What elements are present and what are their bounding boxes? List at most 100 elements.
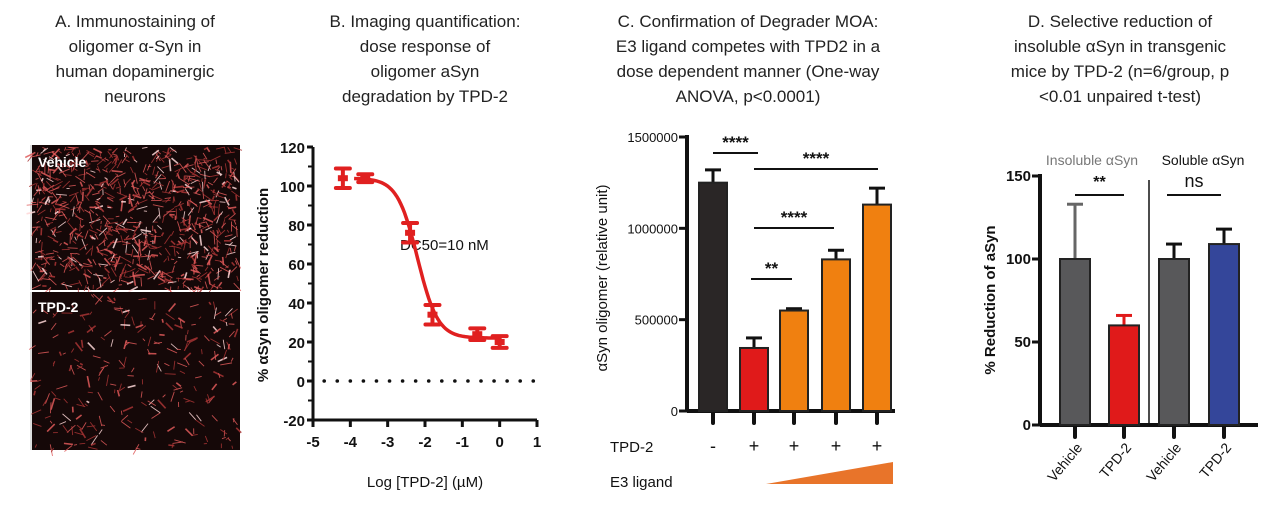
neurite-speck [89,422,98,432]
neurite-speck [52,180,63,188]
neurite-speck [118,276,122,279]
zero-reference-dot [335,379,340,383]
neurite-speck [104,219,109,227]
neurite-speck [207,273,211,285]
neurite-speck [233,175,240,183]
neurite-speck [217,356,228,363]
neurite-speck [166,348,178,354]
neurite-speck [213,246,220,253]
neurite-speck [231,208,236,215]
neurite-speck [138,267,149,274]
neurite-speck [76,231,83,238]
neurite-speck [70,348,75,353]
neurite-speck [162,214,165,223]
panel-d-title-line: <0.01 unpaired t-test) [1039,87,1201,106]
neurite-speck [123,179,126,185]
neurite-speck [164,373,176,375]
neurite-speck [37,166,41,176]
neurite-speck [96,251,108,256]
neurite-speck [116,192,127,197]
neurite-speck [87,446,98,450]
neurite-speck [213,235,216,245]
neurite-speck [201,256,208,258]
neurite-speck [49,208,52,213]
neurite-speck [45,393,50,404]
neurite-speck [112,252,116,255]
neurite-speck [83,285,87,292]
neurite-speck [87,258,93,264]
neurite-speck [213,327,222,334]
neurite-speck [54,397,61,401]
neurite-speck [161,165,170,169]
neurite-speck [132,258,134,265]
neurite-speck [98,227,108,236]
neurite-speck [34,250,44,254]
neurite-speck [98,239,106,246]
neurite-speck [59,242,62,246]
neurite-speck [125,341,137,345]
neurite-speck [216,269,222,274]
neurite-speck [63,241,69,246]
neurite-speck [99,225,102,230]
neurite-speck [120,256,132,263]
neurite-speck [205,395,215,403]
neurite-speck [60,281,65,285]
tpd2-sign: + [749,436,760,456]
neurite-speck [104,161,112,169]
panel-b-title-line: oligomer aSyn [371,62,480,81]
neurite-speck [193,385,197,392]
neurite-speck [54,210,59,215]
neurite-speck [162,271,175,275]
neurite-speck [91,236,96,240]
neurite-speck [74,431,84,436]
neurite-speck [78,173,88,176]
neurite-speck [52,361,56,365]
neurite-speck [140,423,149,433]
neurite-speck [152,269,161,280]
significance-label: **** [781,208,808,227]
neurite-speck [42,146,47,150]
vehicle-image-label: Vehicle [38,154,86,170]
data-point [494,339,505,345]
neurite-speck [49,420,53,424]
zero-reference-dot [479,379,483,383]
neurite-speck [189,198,192,207]
neurite-speck [232,381,237,386]
neurite-speck [217,227,222,234]
panel-b-plot: -20 0 20 40 60 80 100 120 -5 -4 -3 -2 -1 0 1 [280,140,541,451]
neurite-speck [217,191,227,196]
neurite-speck [167,255,170,261]
neurite-speck [196,277,202,283]
neurite-speck [63,398,68,404]
neurite-speck [65,153,70,157]
neurite-speck [107,221,119,225]
neurite-speck [77,202,82,212]
neurite-speck [30,262,37,272]
neurite-speck [83,168,86,181]
neurite-speck [72,163,76,172]
neurite-speck [191,167,201,174]
neurite-speck [197,188,203,192]
neurite-speck [203,335,210,342]
neurite-speck [125,159,130,163]
neurite-speck [64,283,68,290]
neurite-speck [92,293,102,303]
neurite-speck [79,362,84,366]
e3-ligand-gradient-triangle [766,462,893,484]
neurite-speck [222,339,226,350]
neurite-speck [54,261,57,266]
neurite-speck [153,341,160,345]
neurite-speck [211,195,215,200]
neurite-speck [77,365,83,370]
neurite-speck [115,221,124,228]
neurite-speck [213,212,223,222]
neurite-speck [175,168,181,177]
bar [1108,324,1140,426]
neurite-speck [96,197,101,201]
neurite-speck [220,211,224,216]
neurite-speck [80,339,84,348]
panel-d-title-line: mice by TPD-2 (n=6/group, p [1011,62,1229,81]
neurite-speck [89,184,95,190]
neurite-speck [95,213,99,216]
